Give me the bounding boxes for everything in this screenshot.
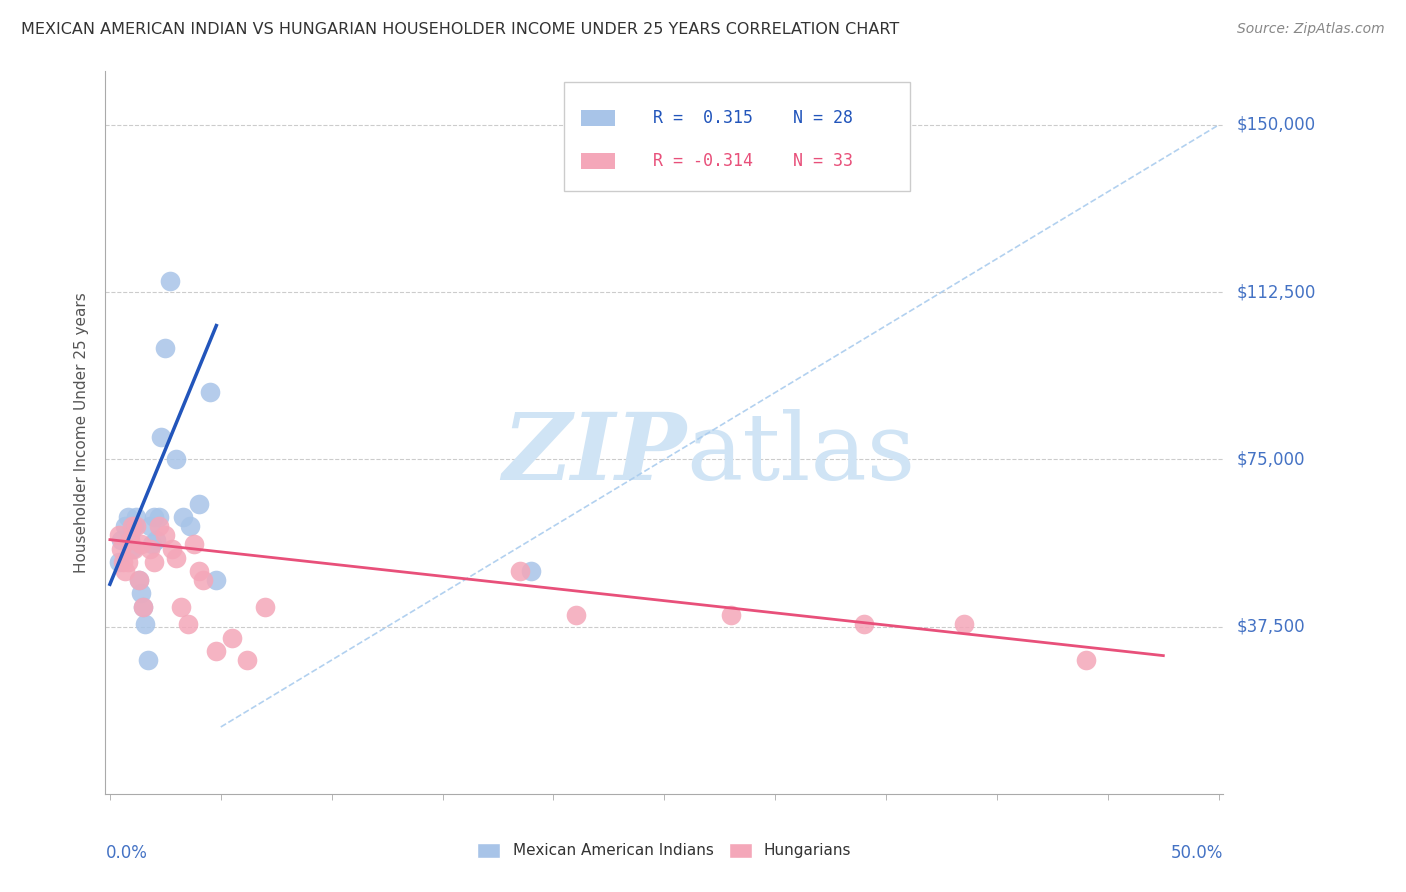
- Point: [720, 608, 742, 623]
- Text: Source: ZipAtlas.com: Source: ZipAtlas.com: [1237, 22, 1385, 37]
- Text: $37,500: $37,500: [1237, 617, 1306, 636]
- Point: [183, 537, 205, 551]
- Point: [125, 519, 148, 533]
- Point: [118, 528, 141, 542]
- Point: [114, 564, 136, 578]
- Point: [121, 541, 143, 556]
- Point: [155, 528, 177, 542]
- Point: [107, 555, 129, 569]
- Point: [852, 617, 875, 632]
- Point: [129, 586, 152, 600]
- Point: [254, 599, 277, 614]
- Text: $150,000: $150,000: [1237, 116, 1316, 134]
- Point: [952, 617, 974, 632]
- Point: [155, 341, 177, 355]
- Point: [170, 599, 193, 614]
- Point: [165, 550, 187, 565]
- Point: [160, 541, 183, 556]
- Point: [165, 452, 187, 467]
- Point: [148, 519, 170, 533]
- Point: [159, 274, 181, 288]
- Point: [132, 599, 155, 614]
- Point: [129, 537, 152, 551]
- Point: [117, 510, 139, 524]
- Point: [149, 430, 172, 444]
- Point: [1074, 653, 1097, 667]
- Text: R = -0.314    N = 33: R = -0.314 N = 33: [654, 152, 853, 170]
- Text: R =  0.315    N = 28: R = 0.315 N = 28: [654, 109, 853, 127]
- Text: ZIP: ZIP: [502, 409, 686, 500]
- Text: atlas: atlas: [686, 409, 915, 500]
- Point: [128, 573, 150, 587]
- Point: [205, 644, 228, 658]
- Point: [107, 528, 129, 542]
- Point: [110, 533, 132, 547]
- Point: [112, 555, 135, 569]
- Point: [124, 541, 146, 556]
- Point: [148, 510, 170, 524]
- Point: [509, 564, 531, 578]
- Point: [145, 533, 167, 547]
- Point: [198, 385, 221, 400]
- Point: [141, 537, 163, 551]
- Point: [236, 653, 259, 667]
- Text: $112,500: $112,500: [1237, 283, 1316, 301]
- Text: 50.0%: 50.0%: [1171, 845, 1223, 863]
- Point: [172, 510, 194, 524]
- Point: [125, 510, 148, 524]
- Point: [221, 631, 243, 645]
- Point: [564, 608, 586, 623]
- Point: [176, 617, 198, 632]
- Point: [187, 497, 209, 511]
- Point: [121, 519, 143, 533]
- Y-axis label: Householder Income Under 25 years: Householder Income Under 25 years: [75, 293, 90, 573]
- Text: $75,000: $75,000: [1237, 450, 1306, 468]
- Point: [118, 533, 141, 547]
- Point: [114, 519, 136, 533]
- Point: [117, 555, 139, 569]
- Point: [139, 541, 162, 556]
- Point: [134, 617, 156, 632]
- Point: [124, 519, 146, 533]
- Point: [132, 599, 155, 614]
- FancyBboxPatch shape: [581, 110, 614, 126]
- FancyBboxPatch shape: [581, 153, 614, 169]
- Text: 0.0%: 0.0%: [105, 845, 148, 863]
- Point: [191, 573, 214, 587]
- Point: [143, 555, 166, 569]
- Point: [110, 541, 132, 556]
- Point: [139, 519, 162, 533]
- Point: [179, 519, 201, 533]
- Text: MEXICAN AMERICAN INDIAN VS HUNGARIAN HOUSEHOLDER INCOME UNDER 25 YEARS CORRELATI: MEXICAN AMERICAN INDIAN VS HUNGARIAN HOU…: [21, 22, 900, 37]
- Legend: Mexican American Indians, Hungarians: Mexican American Indians, Hungarians: [478, 843, 851, 858]
- Point: [143, 510, 166, 524]
- Point: [187, 564, 209, 578]
- Point: [205, 573, 228, 587]
- FancyBboxPatch shape: [564, 82, 910, 191]
- Point: [520, 564, 543, 578]
- Point: [136, 653, 159, 667]
- Point: [128, 573, 150, 587]
